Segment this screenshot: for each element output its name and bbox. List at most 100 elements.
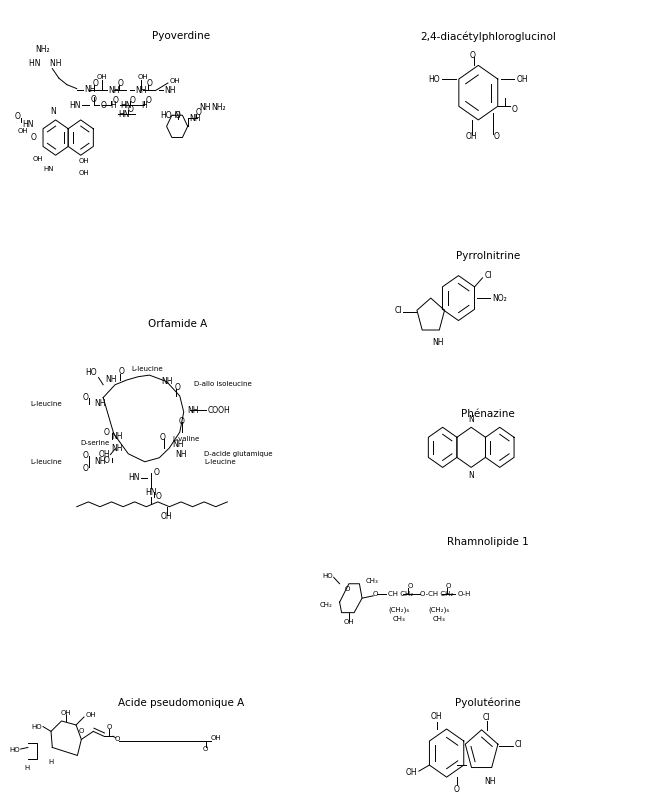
Text: O: O xyxy=(512,104,518,113)
Text: OH: OH xyxy=(33,156,43,162)
Text: OH: OH xyxy=(516,74,528,83)
Text: L-leucine: L-leucine xyxy=(131,366,163,372)
Text: CH₃: CH₃ xyxy=(432,616,445,622)
Text: NH: NH xyxy=(199,103,210,112)
Text: NH: NH xyxy=(111,432,123,441)
Text: O: O xyxy=(91,95,97,104)
Text: NH: NH xyxy=(484,777,496,786)
Text: OH: OH xyxy=(98,450,110,459)
Text: OH: OH xyxy=(344,619,354,625)
Text: OH: OH xyxy=(97,74,107,81)
Text: CH₃: CH₃ xyxy=(366,578,379,583)
Text: OH: OH xyxy=(17,128,28,134)
Text: OH: OH xyxy=(211,734,221,741)
Text: L-leucine: L-leucine xyxy=(204,459,236,465)
Text: CH CH₂: CH CH₂ xyxy=(388,591,413,597)
Text: O: O xyxy=(153,468,159,477)
Text: O: O xyxy=(145,96,151,105)
Text: O: O xyxy=(147,79,153,88)
Text: OH: OH xyxy=(79,170,89,176)
Text: H: H xyxy=(141,101,147,110)
Text: Phénazine: Phénazine xyxy=(462,410,515,419)
Text: NH: NH xyxy=(94,399,105,409)
Text: NH: NH xyxy=(188,406,199,415)
Text: O-CH CH₂: O-CH CH₂ xyxy=(420,591,454,597)
Text: Cl: Cl xyxy=(514,740,521,749)
Text: O: O xyxy=(372,591,378,597)
Text: HN: HN xyxy=(43,166,53,172)
Text: Cl: Cl xyxy=(483,713,490,722)
Text: HO: HO xyxy=(428,74,440,83)
Text: O: O xyxy=(79,728,84,734)
Text: O: O xyxy=(454,785,460,793)
Text: HN: HN xyxy=(119,110,130,119)
Text: Pyrrolnitrine: Pyrrolnitrine xyxy=(456,251,520,261)
Text: (CH₂)₆: (CH₂)₆ xyxy=(388,606,410,612)
Text: H: H xyxy=(24,764,29,771)
Text: N: N xyxy=(468,471,474,480)
Text: O: O xyxy=(31,133,37,142)
Text: NH: NH xyxy=(175,450,186,459)
Text: NH: NH xyxy=(162,377,173,386)
Text: D-serine: D-serine xyxy=(81,440,110,445)
Text: OH: OH xyxy=(466,132,478,141)
Text: O: O xyxy=(175,383,180,392)
Text: OH: OH xyxy=(137,74,148,81)
Text: NH: NH xyxy=(111,444,123,453)
Text: COOH: COOH xyxy=(208,406,230,415)
Text: OH: OH xyxy=(169,78,180,84)
Text: NH: NH xyxy=(94,457,105,466)
Text: HN: HN xyxy=(129,473,140,482)
Text: HN: HN xyxy=(23,120,34,129)
Text: O: O xyxy=(93,79,98,88)
Text: D-allo isoleucine: D-allo isoleucine xyxy=(194,381,252,387)
Text: OH: OH xyxy=(405,768,417,776)
Text: CH₃: CH₃ xyxy=(393,616,406,622)
Text: O: O xyxy=(107,725,112,730)
Text: HO: HO xyxy=(86,368,97,377)
Text: O: O xyxy=(175,112,180,120)
Text: Pyoverdine: Pyoverdine xyxy=(152,32,210,41)
Text: Orfamide A: Orfamide A xyxy=(148,318,207,329)
Text: L-leucine: L-leucine xyxy=(31,459,62,465)
Text: NH: NH xyxy=(105,376,117,385)
Text: O-H: O-H xyxy=(457,591,471,597)
Text: O: O xyxy=(408,583,413,589)
Text: Cl: Cl xyxy=(484,271,492,280)
Text: H: H xyxy=(49,759,54,765)
Text: O: O xyxy=(156,492,162,501)
Text: H: H xyxy=(110,101,115,110)
Text: NO₂: NO₂ xyxy=(492,293,507,302)
Text: NH: NH xyxy=(84,85,95,94)
Text: O: O xyxy=(159,433,165,442)
Text: NH: NH xyxy=(432,338,444,347)
Text: HN: HN xyxy=(69,101,81,110)
Text: Cl: Cl xyxy=(394,306,402,315)
Text: OH: OH xyxy=(431,713,442,722)
Text: Pyolutéorine: Pyolutéorine xyxy=(456,697,521,708)
Text: NH: NH xyxy=(172,440,183,449)
Text: O: O xyxy=(83,393,89,402)
Text: O: O xyxy=(83,464,89,473)
Text: CH₂: CH₂ xyxy=(320,603,333,608)
Text: HO: HO xyxy=(322,573,333,579)
Text: O: O xyxy=(119,368,125,377)
Text: O: O xyxy=(203,746,208,752)
Text: O: O xyxy=(117,79,123,88)
Text: OH: OH xyxy=(79,158,89,163)
Text: Rhamnolipide 1: Rhamnolipide 1 xyxy=(448,537,529,547)
Text: NH₂: NH₂ xyxy=(211,103,226,112)
Text: Acide pseudomonique A: Acide pseudomonique A xyxy=(118,697,244,708)
Text: L-valine: L-valine xyxy=(172,436,200,441)
Text: NH: NH xyxy=(165,86,176,95)
Text: O: O xyxy=(127,105,133,114)
Text: NH: NH xyxy=(109,86,120,95)
Text: O: O xyxy=(129,96,135,105)
Text: 2,4-diacétylphloroglucinol: 2,4-diacétylphloroglucinol xyxy=(420,32,556,42)
Text: HN: HN xyxy=(121,101,132,110)
Text: O: O xyxy=(104,456,110,465)
Text: OH: OH xyxy=(161,511,172,521)
Text: NH: NH xyxy=(135,86,147,95)
Text: O: O xyxy=(104,427,110,436)
Text: NH: NH xyxy=(189,114,200,123)
